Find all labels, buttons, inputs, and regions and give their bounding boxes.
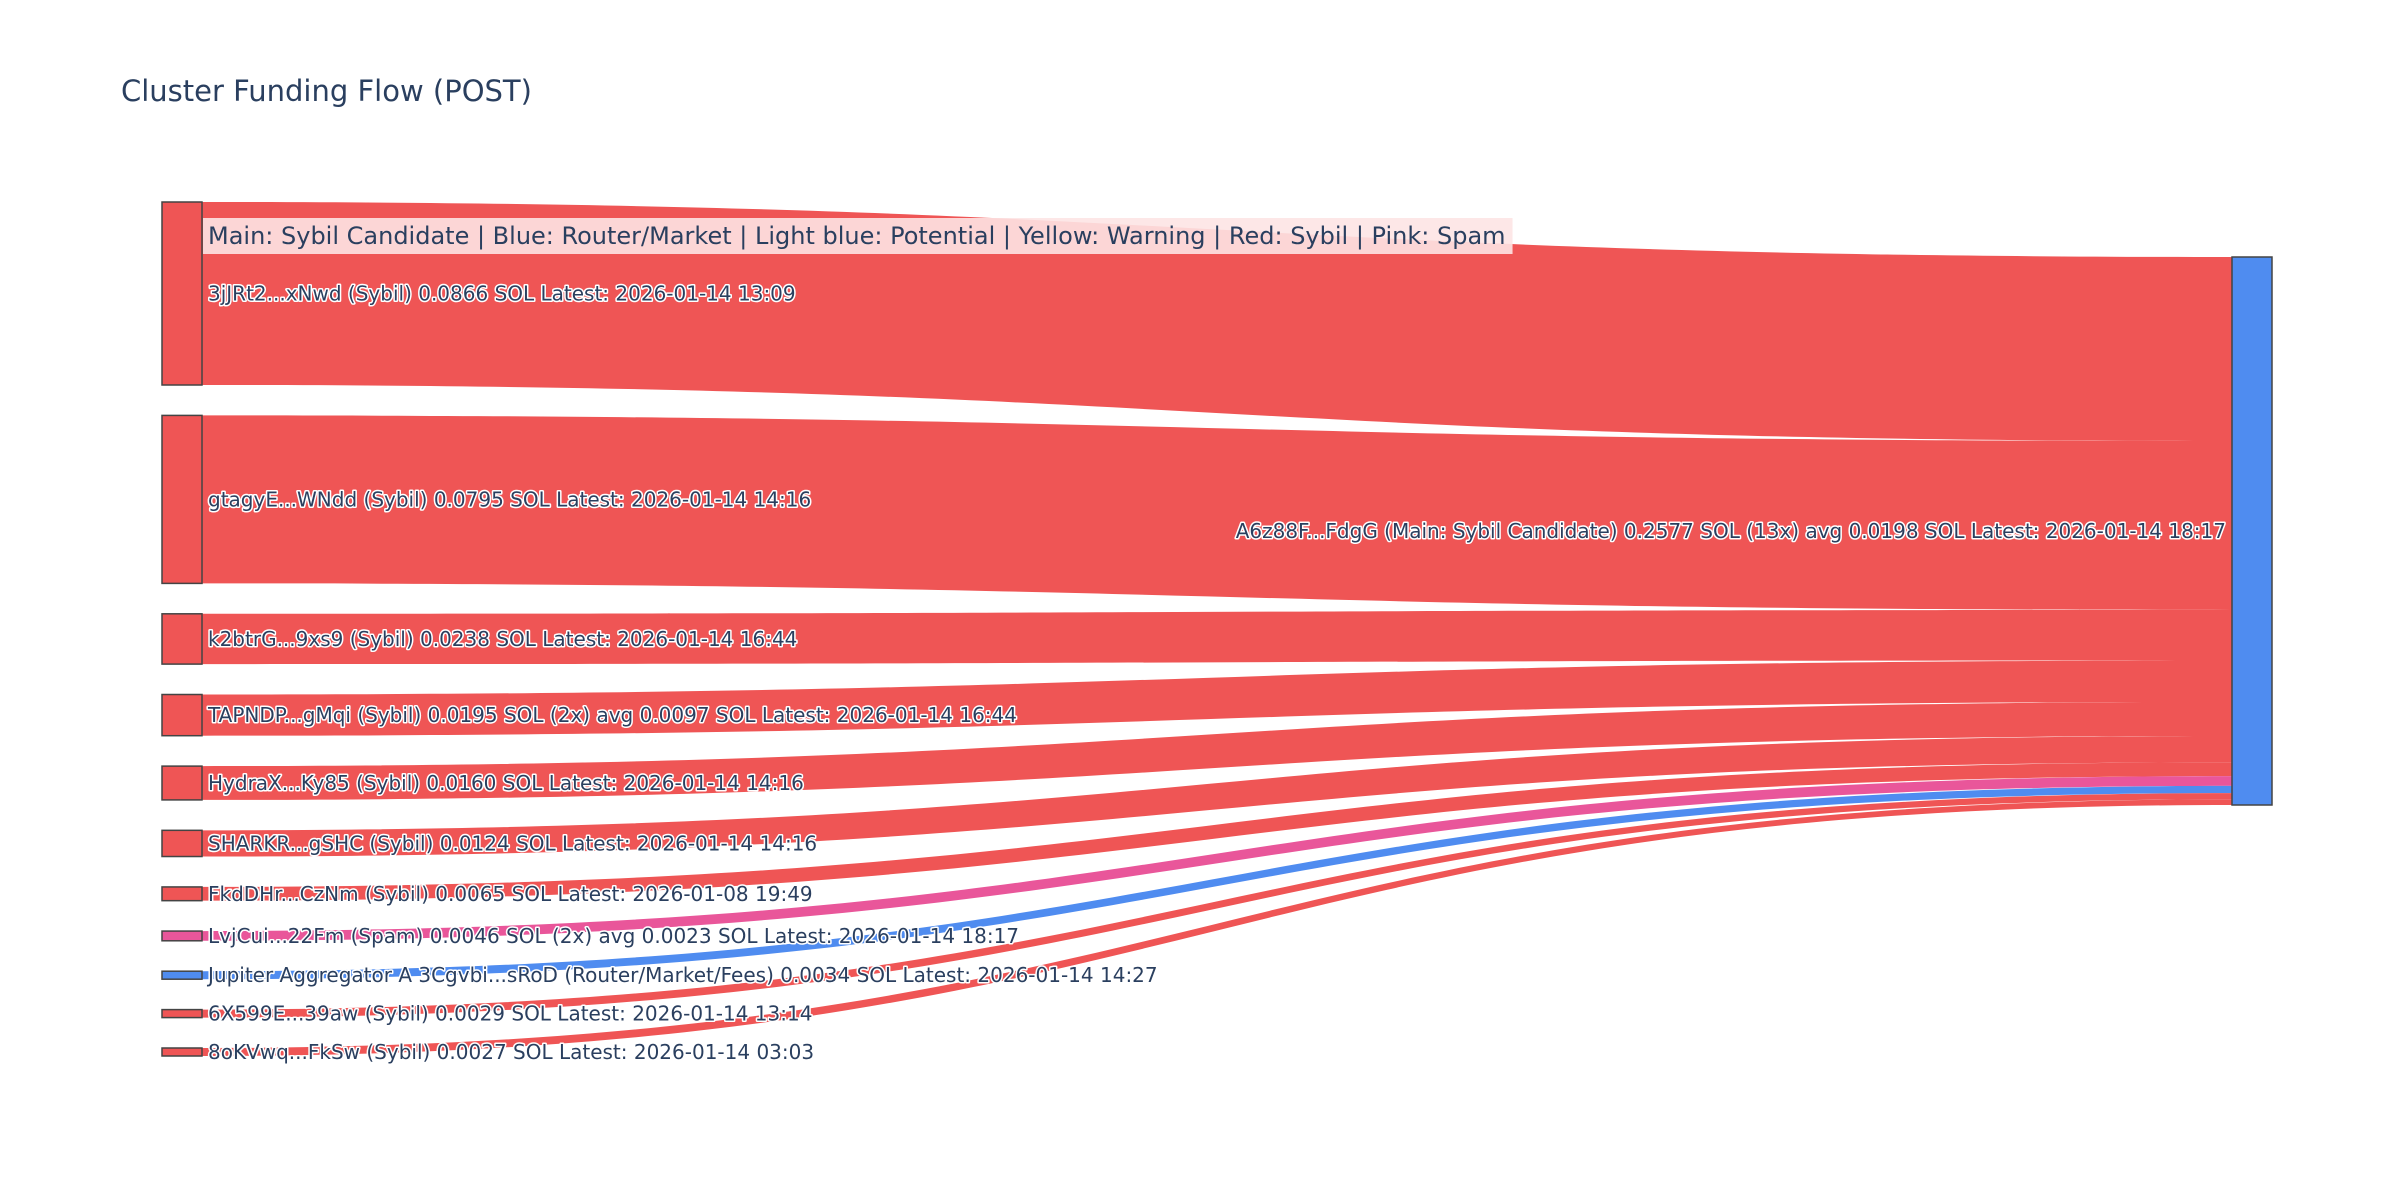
sankey-node-s11[interactable]: [161, 1047, 203, 1057]
sankey-link-s5[interactable]: [202, 701, 2232, 800]
sankey-link-s7[interactable]: [202, 762, 2232, 901]
sankey-node-s10[interactable]: [161, 1008, 203, 1019]
sankey-node-label-target: A6z88F...FdgG (Main: Sybil Candidate) 0.…: [1236, 519, 2226, 543]
sankey-link-s10[interactable]: [202, 793, 2232, 1018]
sankey-node-label-s10: 6X599E...39aw (Sybil) 0.0029 SOL Latest:…: [208, 1002, 812, 1026]
sankey-link-s1[interactable]: [202, 202, 2232, 442]
chart-title: Cluster Funding Flow (POST): [121, 74, 532, 108]
sankey-node-s4[interactable]: [161, 693, 203, 737]
sankey-links: [202, 202, 2232, 1056]
sankey-node-label-s9: Jupiter Aggregator A 3Cgvbi...sRoD (Rout…: [206, 963, 1158, 987]
sankey-node-label-s2: gtagyE...WNdd (Sybil) 0.0795 SOL Latest:…: [208, 487, 811, 511]
sankey-node-s3[interactable]: [161, 613, 203, 665]
legend: Main: Sybil Candidate | Blue: Router/Mar…: [203, 218, 1513, 254]
sankey-node-s8[interactable]: [161, 930, 203, 942]
sankey-node-s6[interactable]: [161, 829, 203, 858]
sankey-node-label-s6: SHARKR...gSHC (Sybil) 0.0124 SOL Latest:…: [208, 831, 817, 855]
sankey-node-label-s4: TAPNDP...gMqi (Sybil) 0.0195 SOL (2x) av…: [207, 703, 1017, 727]
sankey-link-s6[interactable]: [202, 735, 2232, 857]
sankey-link-s4[interactable]: [202, 660, 2232, 736]
legend-background: [203, 218, 1513, 254]
sankey-node-s7[interactable]: [161, 886, 203, 902]
sankey-nodes: [161, 201, 2273, 1057]
sankey-labels: 3jJRt2...xNwd (Sybil) 0.0866 SOL Latest:…: [205, 280, 2228, 1066]
sankey-node-s1[interactable]: [161, 201, 203, 386]
sankey-node-label-s1: 3jJRt2...xNwd (Sybil) 0.0866 SOL Latest:…: [208, 282, 796, 306]
sankey-link-s2[interactable]: [202, 415, 2232, 610]
sankey-link-s9[interactable]: [202, 785, 2232, 980]
sankey-node-s9[interactable]: [161, 970, 203, 980]
sankey-link-s11[interactable]: [202, 799, 2232, 1056]
sankey-link-s3[interactable]: [202, 609, 2232, 665]
sankey-node-s2[interactable]: [161, 414, 203, 585]
sankey-node-label-s11: 8oKVwq...FkSw (Sybil) 0.0027 SOL Latest:…: [208, 1040, 814, 1064]
sankey-node-target[interactable]: [2231, 256, 2273, 806]
sankey-link-s8[interactable]: [202, 776, 2232, 941]
sankey-node-label-s5: HydraX...Ky85 (Sybil) 0.0160 SOL Latest:…: [208, 771, 804, 795]
sankey-node-label-s3: k2btrG...9xs9 (Sybil) 0.0238 SOL Latest:…: [208, 627, 797, 651]
legend-text: Main: Sybil Candidate | Blue: Router/Mar…: [208, 222, 1506, 250]
sankey-node-label-s8: LvjCui...22Fm (Spam) 0.0046 SOL (2x) avg…: [208, 924, 1019, 948]
sankey-node-label-s7: FkdDHr...CzNm (Sybil) 0.0065 SOL Latest:…: [208, 882, 813, 906]
sankey-node-s5[interactable]: [161, 765, 203, 801]
